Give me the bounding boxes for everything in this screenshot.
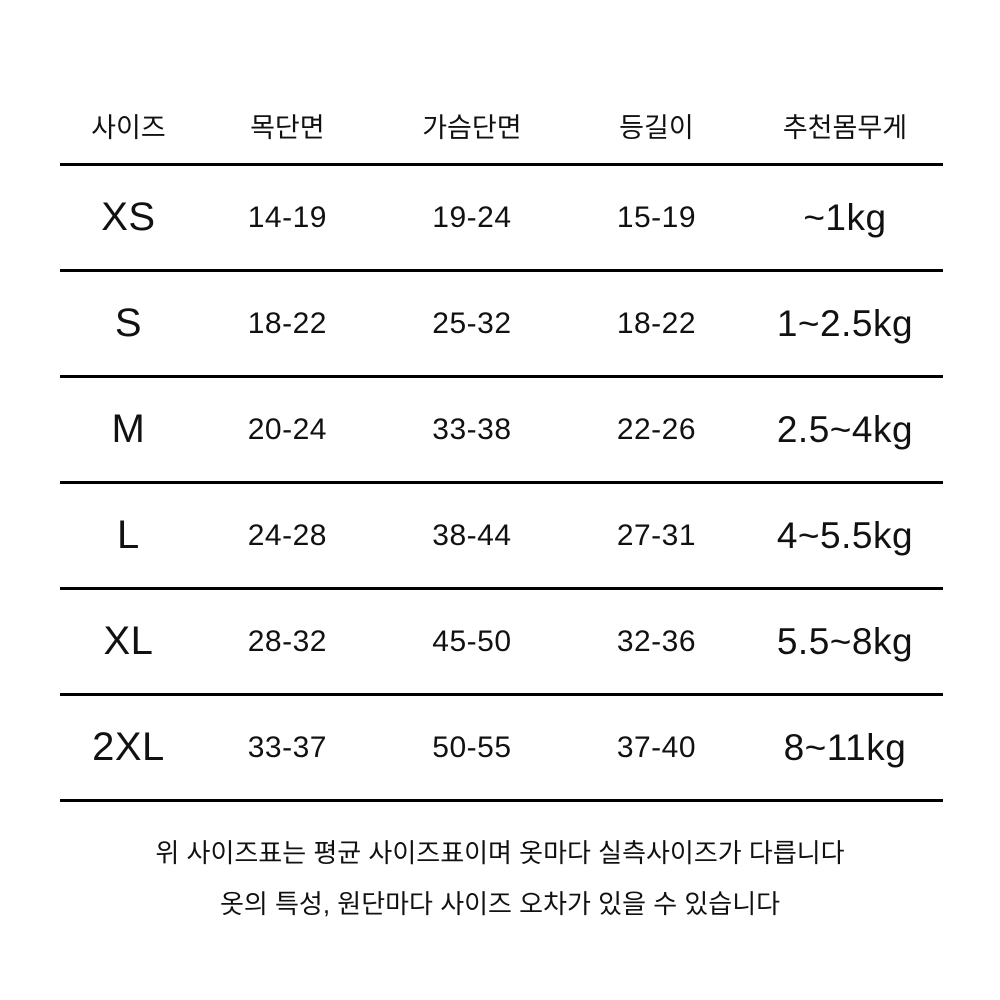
- chest-value: 45-50: [432, 624, 512, 658]
- table-row: M 20-24 33-38 22-26 2.5~4kg: [60, 378, 943, 484]
- chest-value: 33-38: [432, 412, 512, 446]
- size-disclaimer: 위 사이즈표는 평균 사이즈표이며 옷마다 실측사이즈가 다릅니다 옷의 특성,…: [0, 828, 1000, 930]
- back-length-value: 32-36: [616, 624, 697, 658]
- disclaimer-line-1: 위 사이즈표는 평균 사이즈표이며 옷마다 실측사이즈가 다릅니다: [155, 838, 845, 868]
- back-length-value: 15-19: [616, 200, 697, 234]
- table-row: XS 14-19 19-24 15-19 ~1kg: [60, 166, 943, 272]
- size-chart-table: 사이즈 목단면 가슴단면 등길이 추천몸무게 XS 14-19 19-24 15…: [60, 88, 943, 802]
- table-row: 2XL 33-37 50-55 37-40 8~11kg: [60, 696, 943, 802]
- column-header-chest: 가슴단면: [422, 113, 522, 143]
- size-value: XS: [101, 195, 156, 239]
- table-row: S 18-22 25-32 18-22 1~2.5kg: [60, 272, 943, 378]
- chest-value: 25-32: [432, 306, 512, 340]
- column-header-recommended-weight: 추천몸무게: [782, 113, 908, 143]
- weight-value: ~1kg: [803, 196, 887, 238]
- neck-value: 14-19: [247, 200, 327, 234]
- table-header-row: 사이즈 목단면 가슴단면 등길이 추천몸무게: [60, 88, 943, 166]
- chest-value: 19-24: [432, 200, 512, 234]
- size-value: 2XL: [92, 725, 165, 769]
- table-row: XL 28-32 45-50 32-36 5.5~8kg: [60, 590, 943, 696]
- weight-value: 5.5~8kg: [776, 620, 914, 662]
- neck-value: 18-22: [247, 306, 327, 340]
- disclaimer-line-2: 옷의 특성, 원단마다 사이즈 오차가 있을 수 있습니다: [219, 889, 781, 919]
- chest-value: 38-44: [432, 518, 512, 552]
- neck-value: 20-24: [247, 412, 327, 446]
- table-row: L 24-28 38-44 27-31 4~5.5kg: [60, 484, 943, 590]
- size-value: S: [114, 301, 143, 345]
- neck-value: 33-37: [247, 730, 327, 764]
- chest-value: 50-55: [432, 730, 512, 764]
- weight-value: 8~11kg: [783, 726, 907, 768]
- back-length-value: 27-31: [616, 518, 697, 552]
- back-length-value: 18-22: [616, 306, 697, 340]
- size-value: XL: [103, 619, 154, 663]
- column-header-back-length: 등길이: [619, 113, 694, 143]
- back-length-value: 22-26: [616, 412, 697, 446]
- weight-value: 1~2.5kg: [776, 302, 914, 344]
- back-length-value: 37-40: [616, 730, 697, 764]
- neck-value: 28-32: [247, 624, 327, 658]
- weight-value: 2.5~4kg: [776, 408, 914, 450]
- weight-value: 4~5.5kg: [776, 514, 914, 556]
- column-header-size: 사이즈: [91, 113, 166, 143]
- size-value: L: [117, 513, 140, 557]
- size-value: M: [111, 407, 146, 451]
- neck-value: 24-28: [247, 518, 327, 552]
- column-header-neck: 목단면: [250, 113, 325, 143]
